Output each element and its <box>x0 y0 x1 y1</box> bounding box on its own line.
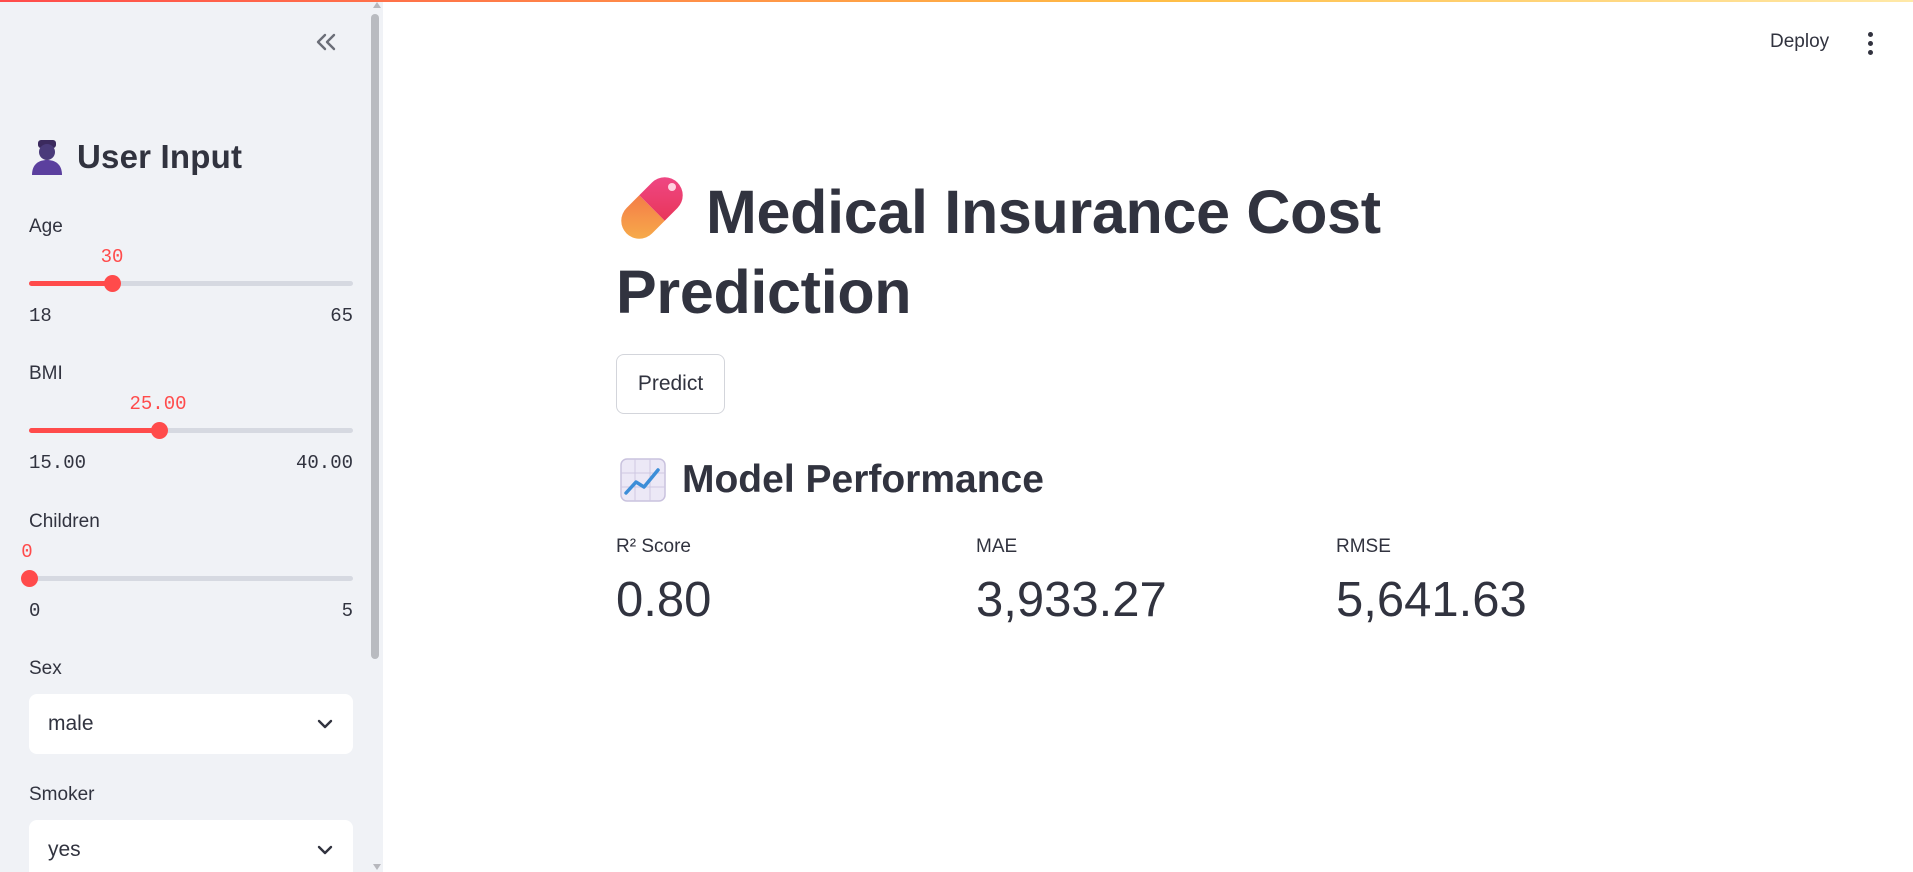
age-label: Age <box>29 216 63 237</box>
page-title-text: Medical Insurance Cost Prediction <box>616 178 1381 326</box>
scroll-down-arrow-icon[interactable] <box>373 864 381 870</box>
predict-button[interactable]: Predict <box>616 354 725 414</box>
chevron-down-icon <box>317 845 333 855</box>
person-icon <box>32 140 62 175</box>
page-title: Medical Insurance Cost Prediction <box>616 172 1476 332</box>
bmi-slider[interactable] <box>29 422 353 439</box>
chart-increasing-icon <box>620 458 666 502</box>
age-slider-fill <box>29 281 112 286</box>
sidebar: User Input Age 30 18 65 BMI 25.00 15.00 … <box>0 0 383 872</box>
sex-selected-value: male <box>48 712 94 735</box>
main-menu-button[interactable] <box>1858 26 1882 60</box>
children-value: 0 <box>21 541 33 563</box>
metric-value: 5,641.63 <box>1336 573 1527 627</box>
double-chevron-left-icon <box>316 33 336 51</box>
sidebar-title: User Input <box>77 138 243 175</box>
metric-label: R² Score <box>616 536 691 557</box>
model-performance-header: Model Performance <box>620 458 1044 502</box>
metric-value: 3,933.27 <box>976 573 1167 627</box>
children-max: 5 <box>341 600 353 622</box>
pill-icon <box>616 173 688 243</box>
smoker-label: Smoker <box>29 784 95 805</box>
metric-rmse: RMSE 5,641.63 <box>1336 536 1527 628</box>
bmi-slider-fill <box>29 428 159 433</box>
bmi-min: 15.00 <box>29 452 87 474</box>
chevron-down-icon <box>317 719 333 729</box>
scrollbar-thumb[interactable] <box>371 14 379 659</box>
sex-select[interactable]: male <box>29 694 353 754</box>
age-value: 30 <box>100 246 124 268</box>
bmi-slider-thumb[interactable] <box>150 422 168 439</box>
sex-label: Sex <box>29 658 62 679</box>
scroll-up-arrow-icon[interactable] <box>373 2 381 8</box>
children-slider-thumb[interactable] <box>21 570 38 587</box>
children-slider[interactable] <box>21 570 353 587</box>
children-label: Children <box>29 511 100 532</box>
bmi-max: 40.00 <box>295 452 353 474</box>
age-slider[interactable] <box>29 275 353 292</box>
deploy-button[interactable]: Deploy <box>1770 31 1830 52</box>
top-decoration-bar <box>0 0 1913 2</box>
kebab-menu-icon <box>1867 31 1873 37</box>
smoker-selected-value: yes <box>48 838 81 861</box>
bmi-value: 25.00 <box>129 393 187 415</box>
metric-label: MAE <box>976 536 1018 557</box>
sidebar-header: User Input <box>29 138 242 176</box>
section-title: Model Performance <box>682 458 1044 501</box>
sidebar-scrollbar[interactable] <box>371 0 383 872</box>
collapse-sidebar-button[interactable] <box>310 26 342 58</box>
smoker-select[interactable]: yes <box>29 820 353 872</box>
age-slider-thumb[interactable] <box>103 275 121 292</box>
bmi-label: BMI <box>29 363 63 384</box>
metric-r2: R² Score 0.80 <box>616 536 711 628</box>
age-min: 18 <box>29 305 52 327</box>
metric-label: RMSE <box>1336 536 1391 557</box>
metric-value: 0.80 <box>616 573 712 627</box>
children-min: 0 <box>29 600 41 622</box>
age-max: 65 <box>330 305 353 327</box>
metric-mae: MAE 3,933.27 <box>976 536 1167 628</box>
